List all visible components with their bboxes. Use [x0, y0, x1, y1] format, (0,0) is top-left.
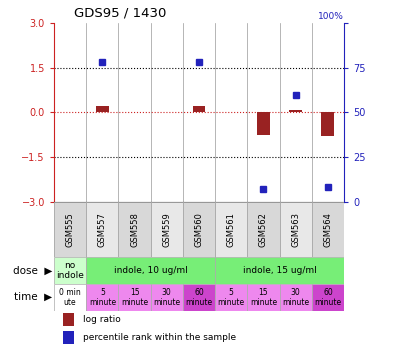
Bar	[118, 202, 151, 257]
Bar	[280, 202, 312, 257]
Bar	[96, 106, 109, 112]
Bar	[247, 202, 280, 257]
Bar	[322, 112, 334, 136]
Text: 15
minute: 15 minute	[121, 287, 148, 307]
Text: GSM558: GSM558	[130, 212, 139, 247]
Bar	[63, 331, 74, 344]
Text: GDS95 / 1430: GDS95 / 1430	[74, 7, 166, 20]
Text: GSM557: GSM557	[98, 212, 107, 247]
Text: 30
minute: 30 minute	[282, 287, 309, 307]
Bar	[312, 284, 344, 311]
Text: time  ▶: time ▶	[14, 292, 52, 302]
Bar	[63, 313, 74, 326]
Text: percentile rank within the sample: percentile rank within the sample	[83, 333, 236, 342]
Bar	[215, 257, 344, 284]
Bar	[192, 106, 206, 112]
Text: no
indole: no indole	[56, 261, 84, 280]
Bar	[151, 202, 183, 257]
Text: 60
minute: 60 minute	[314, 287, 342, 307]
Text: GSM563: GSM563	[291, 212, 300, 247]
Bar	[86, 202, 118, 257]
Text: 15
minute: 15 minute	[250, 287, 277, 307]
Bar	[312, 202, 344, 257]
Bar	[151, 284, 183, 311]
Text: indole, 10 ug/ml: indole, 10 ug/ml	[114, 266, 188, 275]
Text: 60
minute: 60 minute	[186, 287, 212, 307]
Text: 5
minute: 5 minute	[89, 287, 116, 307]
Text: GSM564: GSM564	[323, 212, 332, 247]
Bar	[215, 284, 247, 311]
Bar	[183, 284, 215, 311]
Bar	[86, 257, 215, 284]
Text: indole, 15 ug/ml: indole, 15 ug/ml	[243, 266, 316, 275]
Bar	[280, 284, 312, 311]
Bar	[54, 284, 86, 311]
Bar	[183, 202, 215, 257]
Text: 5
minute: 5 minute	[218, 287, 245, 307]
Bar	[257, 112, 270, 135]
Text: GSM559: GSM559	[162, 212, 171, 247]
Text: dose  ▶: dose ▶	[13, 265, 52, 276]
Bar	[118, 284, 151, 311]
Bar	[289, 110, 302, 112]
Text: GSM560: GSM560	[194, 212, 204, 247]
Text: log ratio: log ratio	[83, 315, 121, 325]
Text: 100%: 100%	[318, 12, 344, 21]
Bar	[215, 202, 247, 257]
Bar	[54, 257, 86, 284]
Bar	[86, 284, 118, 311]
Text: GSM562: GSM562	[259, 212, 268, 247]
Text: GSM555: GSM555	[66, 212, 75, 247]
Bar	[247, 284, 280, 311]
Bar	[54, 202, 86, 257]
Text: GSM561: GSM561	[227, 212, 236, 247]
Text: 30
minute: 30 minute	[153, 287, 180, 307]
Text: 0 min
ute: 0 min ute	[59, 287, 81, 307]
